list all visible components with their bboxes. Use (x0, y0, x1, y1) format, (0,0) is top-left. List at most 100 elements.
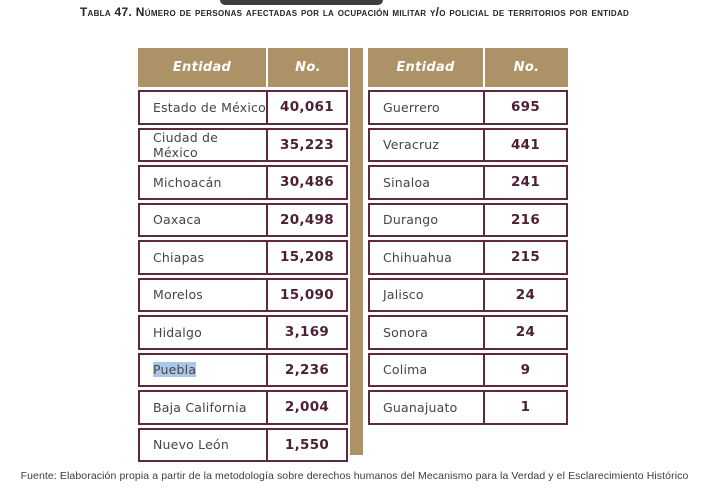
entity-name: Nuevo León (153, 437, 229, 453)
entity-name: Jalisco (383, 287, 424, 303)
column-header-no: No. (295, 60, 321, 75)
entity-cell: Michoacán (140, 167, 268, 198)
table-right: Entidad No. Guerrero 695 Veracruz 441 Si… (368, 48, 568, 425)
entity-value: 1 (520, 399, 531, 416)
table-row: Veracruz 441 (368, 127, 568, 162)
table-row: Oaxaca 20,498 (138, 202, 348, 237)
table-left-body: Estado de México 40,061 Ciudad de México… (138, 90, 348, 462)
entity-cell: Guanajuato (370, 392, 485, 423)
table-row: Nuevo León 1,550 (138, 427, 348, 462)
table-row: Jalisco 24 (368, 277, 568, 312)
entity-value: 35,223 (280, 136, 334, 153)
table-title: Tabla 47. Número de personas afectadas p… (79, 5, 630, 19)
entity-value: 1,550 (284, 436, 330, 453)
entity-value: 2,236 (284, 361, 330, 378)
table-row: Sinaloa 241 (368, 165, 568, 200)
table-row: Hidalgo 3,169 (138, 315, 348, 350)
column-header-entidad: Entidad (138, 48, 268, 87)
source-note: Fuente: Elaboración propia a partir de l… (20, 470, 689, 482)
entity-name: Chiapas (153, 249, 205, 265)
value-cell: 1 (485, 392, 566, 423)
entity-name: Colima (383, 362, 428, 378)
table-row: Guerrero 695 (368, 90, 568, 125)
entity-value: 3,169 (284, 324, 330, 341)
entity-cell: Ciudad de México (140, 129, 268, 160)
table-row: Durango 216 (368, 202, 568, 237)
entity-cell: Nuevo León (140, 429, 268, 460)
entity-cell: Estado de México (140, 92, 268, 123)
entity-cell: Sinaloa (370, 167, 485, 198)
entity-value: 241 (510, 174, 541, 191)
entity-value: 30,486 (280, 174, 334, 191)
divider-strip (350, 48, 363, 455)
entity-cell: Guerrero (370, 92, 485, 123)
table-row: Guanajuato 1 (368, 390, 568, 425)
entity-cell: Chihuahua (370, 242, 485, 273)
entity-value: 15,090 (280, 286, 334, 303)
value-cell: 15,208 (268, 242, 346, 273)
table-row: Ciudad de México 35,223 (138, 127, 348, 162)
value-cell: 2,004 (268, 392, 346, 423)
entity-cell: Veracruz (370, 129, 485, 160)
entity-value: 2,004 (284, 399, 330, 416)
value-cell: 695 (485, 92, 566, 123)
value-cell: 2,236 (268, 355, 346, 386)
table-row: Estado de México 40,061 (138, 90, 348, 125)
entity-value: 215 (510, 249, 541, 266)
value-cell: 24 (485, 280, 566, 311)
entity-name: Oaxaca (153, 212, 202, 228)
entity-name: Ciudad de México (153, 129, 219, 160)
entity-value: 24 (515, 286, 536, 303)
entity-name: Veracruz (383, 137, 440, 153)
value-cell: 40,061 (268, 92, 346, 123)
column-header-no: No. (513, 60, 540, 75)
value-cell: 216 (485, 205, 566, 236)
value-cell: 1,550 (268, 430, 346, 461)
entity-name: Puebla (153, 362, 197, 378)
entity-value: 24 (515, 324, 536, 341)
entity-name: Estado de México (153, 99, 266, 115)
entity-cell: Chiapas (140, 242, 268, 273)
entity-name: Sinaloa (383, 174, 431, 190)
table-row: Michoacán 30,486 (138, 165, 348, 200)
entity-value: 216 (510, 211, 541, 228)
entity-cell: Durango (370, 204, 485, 235)
tables-container: Entidad No. Estado de México 40,061 Ciud… (138, 48, 568, 462)
table-left-header: Entidad No. (138, 48, 348, 87)
entity-value: 40,061 (280, 99, 334, 116)
value-cell: 24 (485, 317, 566, 348)
value-cell: 241 (485, 167, 566, 198)
table-right-header: Entidad No. (368, 48, 568, 87)
table-row: Morelos 15,090 (138, 277, 348, 312)
entity-name: Baja California (153, 399, 247, 415)
column-header-entidad: Entidad (368, 48, 485, 87)
value-cell: 9 (485, 355, 566, 386)
table-row: Chiapas 15,208 (138, 240, 348, 275)
table-right-body: Guerrero 695 Veracruz 441 Sinaloa 241 Du… (368, 90, 568, 425)
table-row: Chihuahua 215 (368, 240, 568, 275)
entity-name: Hidalgo (153, 324, 202, 340)
entity-name: Guerrero (383, 99, 440, 115)
entity-value: 441 (510, 136, 541, 153)
value-cell: 3,169 (268, 317, 346, 348)
table-left: Entidad No. Estado de México 40,061 Ciud… (138, 48, 348, 462)
entity-cell: Baja California (140, 392, 268, 423)
entity-cell: Sonora (370, 317, 485, 348)
entity-value: 15,208 (280, 249, 334, 266)
table-row: Puebla 2,236 (138, 352, 348, 387)
value-cell: 215 (485, 242, 566, 273)
entity-cell: Morelos (140, 279, 268, 310)
table-row: Baja California 2,004 (138, 390, 348, 425)
popup-remnant (220, 0, 383, 5)
value-cell: 20,498 (268, 205, 346, 236)
value-cell: 441 (485, 130, 566, 161)
entity-name: Sonora (383, 324, 429, 340)
value-cell: 35,223 (268, 130, 346, 161)
value-cell: 15,090 (268, 280, 346, 311)
entity-name: Morelos (153, 287, 204, 303)
table-row: Sonora 24 (368, 315, 568, 350)
entity-value: 695 (510, 99, 541, 116)
entity-cell: Puebla (140, 354, 268, 385)
entity-name: Durango (383, 212, 439, 228)
